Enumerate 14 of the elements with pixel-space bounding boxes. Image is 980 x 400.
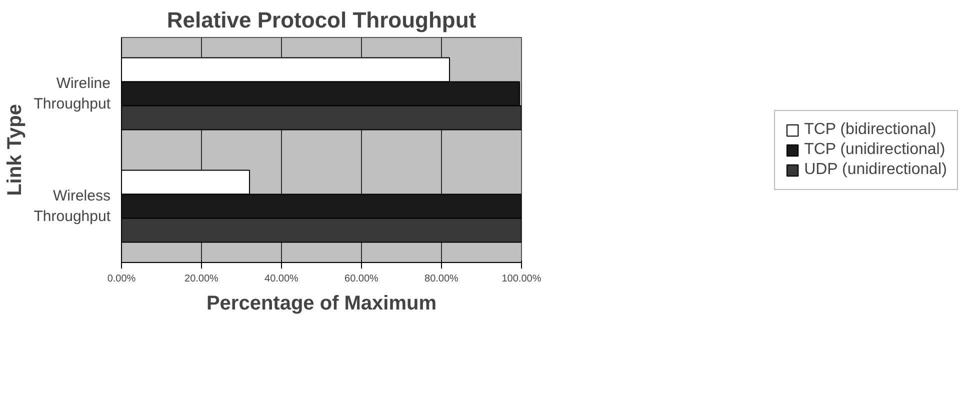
x-tick-label: 40.00% [264, 274, 299, 284]
legend-label: TCP (unidirectional) [804, 140, 946, 158]
x-tick-label: 20.00% [184, 274, 219, 284]
x-tick-label: 0.00% [107, 274, 136, 284]
chart-title: Relative Protocol Throughput [166, 8, 477, 32]
y-tick-label: Wireline Throughput [34, 75, 112, 112]
legend-label: TCP (bidirectional) [804, 120, 936, 138]
x-axis-title: Percentage of Maximum [206, 292, 437, 314]
x-tick-label: 80.00% [424, 274, 459, 284]
x-tick-label: 60.00% [344, 274, 379, 284]
y-tick-label: Wireless Throughput [34, 188, 112, 225]
legend-label: UDP (unidirectional) [804, 160, 947, 178]
y-axis-title: Link Type [4, 104, 26, 196]
x-tick-label: 100.00% [502, 274, 542, 284]
